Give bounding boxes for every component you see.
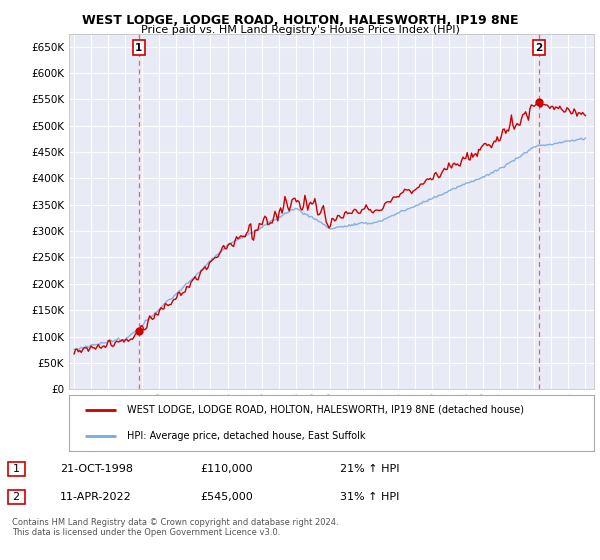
Text: 21-OCT-1998: 21-OCT-1998 <box>60 464 133 474</box>
Text: 21% ↑ HPI: 21% ↑ HPI <box>340 464 400 474</box>
Text: £545,000: £545,000 <box>200 492 253 502</box>
Text: 1: 1 <box>13 464 19 474</box>
Text: 1: 1 <box>135 43 143 53</box>
FancyBboxPatch shape <box>7 463 25 477</box>
FancyBboxPatch shape <box>7 489 25 503</box>
Text: 2: 2 <box>535 43 542 53</box>
Text: 2: 2 <box>13 492 20 502</box>
Text: Price paid vs. HM Land Registry's House Price Index (HPI): Price paid vs. HM Land Registry's House … <box>140 25 460 35</box>
Text: Contains HM Land Registry data © Crown copyright and database right 2024.
This d: Contains HM Land Registry data © Crown c… <box>12 518 338 538</box>
Text: HPI: Average price, detached house, East Suffolk: HPI: Average price, detached house, East… <box>127 431 365 441</box>
Text: WEST LODGE, LODGE ROAD, HOLTON, HALESWORTH, IP19 8NE (detached house): WEST LODGE, LODGE ROAD, HOLTON, HALESWOR… <box>127 405 524 415</box>
Text: WEST LODGE, LODGE ROAD, HOLTON, HALESWORTH, IP19 8NE: WEST LODGE, LODGE ROAD, HOLTON, HALESWOR… <box>82 14 518 27</box>
Text: 11-APR-2022: 11-APR-2022 <box>60 492 132 502</box>
Text: £110,000: £110,000 <box>200 464 253 474</box>
Text: 31% ↑ HPI: 31% ↑ HPI <box>340 492 400 502</box>
